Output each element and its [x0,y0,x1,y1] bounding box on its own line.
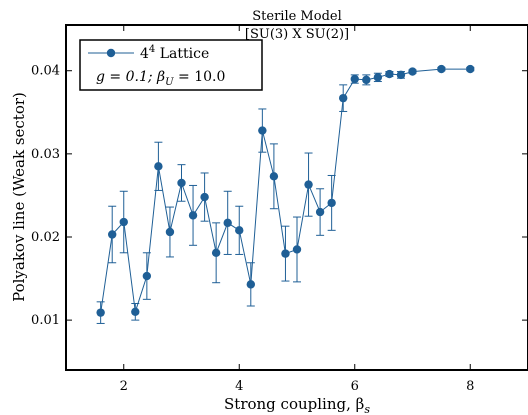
data-point [246,280,255,289]
data-point [223,218,232,228]
data-points [96,64,475,317]
data-point [108,230,117,239]
data-point [362,75,371,85]
legend-box [79,39,263,91]
data-point [119,217,128,227]
data-point [177,178,186,188]
chart-subtitle: [SU(3) X SU(2)] [245,27,349,42]
data-point [396,70,406,80]
data-point [211,248,221,257]
data-point [165,227,175,237]
data-point [350,74,359,84]
data-point [408,67,417,76]
data-point [96,308,105,317]
data-point [188,211,198,220]
data-point [258,126,267,135]
data-point [385,69,394,79]
plot-area [65,24,528,371]
data-point [315,207,325,217]
data-point [200,192,209,202]
chart-title: Sterile Model [252,9,342,24]
data-point [466,64,475,74]
legend-series-label: 44 Lattice [140,44,209,62]
y-tick-label: 0.01 [31,313,60,328]
data-point [304,180,313,189]
y-tick-label: 0.03 [31,147,60,162]
data-point [327,198,336,208]
data-point [437,64,446,74]
y-axis-ticks: 0.01 0.02 0.03 0.04 [31,64,528,328]
y-axis-label: Polyakov line (Weak sector) [10,92,28,302]
data-point [269,172,279,181]
error-bars [96,66,475,324]
data-point [339,93,348,103]
x-tick-label: 6 [351,379,359,394]
x-tick-label: 4 [235,379,243,394]
y-tick-label: 0.02 [31,230,60,245]
x-tick-label: 8 [466,379,474,394]
data-point [292,245,302,254]
legend: 44 Lattice g = 0.1; βU = 10.0 [79,39,263,91]
legend-marker-swatch [106,48,116,58]
legend-parameters: g = 0.1; βU = 10.0 [96,69,225,88]
data-point [154,162,163,171]
x-axis-ticks: 2 4 6 8 [120,25,474,394]
data-point [235,226,244,235]
data-point [142,271,152,281]
y-tick-label: 0.04 [31,64,60,79]
x-tick-label: 2 [120,379,128,394]
data-point [131,307,140,317]
x-axis-label: Strong coupling, βs [224,395,370,415]
data-point [373,73,383,82]
data-point [281,249,290,258]
